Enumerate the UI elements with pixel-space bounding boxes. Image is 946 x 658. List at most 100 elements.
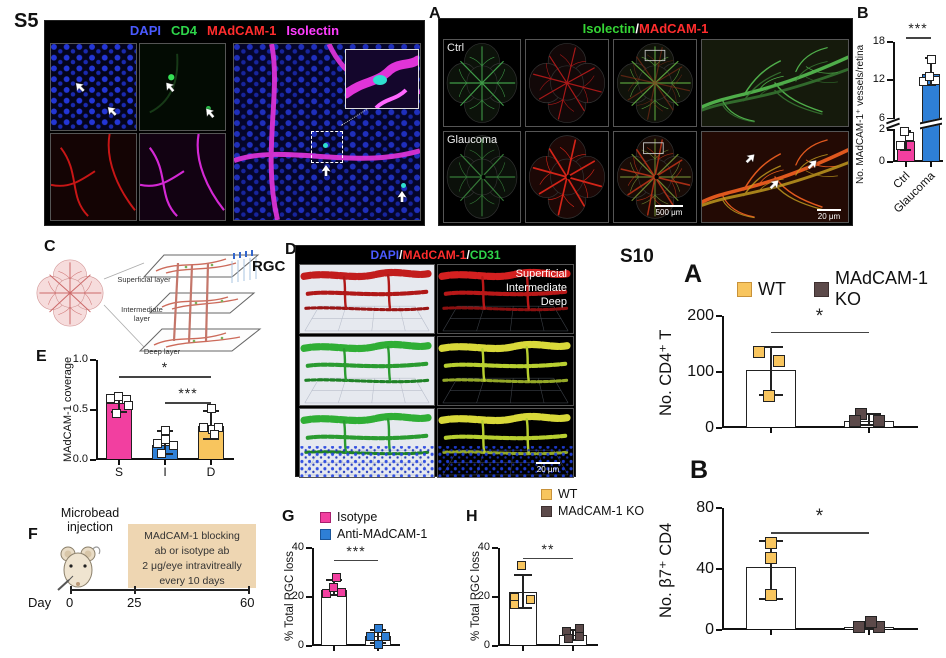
legend-item: MAdCAM-1 KO [541,504,644,518]
axline [118,460,120,465]
err [513,573,533,576]
s10a-y-axis-label: No. CD4⁺ T [657,329,675,417]
channel-name: MAdCAM-1 [207,23,277,38]
siglab: * [815,305,825,327]
pt [563,634,573,644]
f-box-line-1: MAdCAM-1 blocking [144,530,240,542]
ytick: 40 [696,560,714,577]
sigline [334,559,378,562]
ytick: 2 [878,122,885,135]
s10-a-chart: 0 100 200 * [687,306,918,436]
err [857,423,881,426]
pt [160,425,170,435]
axline [498,548,500,646]
axline [492,547,498,549]
f-box-line-2: ab or isotype ab [154,544,230,557]
brk [886,117,900,130]
a-ctrl-merged-image [613,39,697,127]
axline [893,160,943,162]
ytick: 0.0 [72,453,88,465]
a-glaucoma-isolectin-image [443,131,521,223]
s5-channel-header: DAPI CD4 MAdCAM-1 Isolectin [45,23,424,38]
legend-swatch-icon [813,281,829,297]
siglab: *** [178,385,198,401]
panel-g-label: G [282,508,295,525]
a-ctrl-madcam1-image [525,39,609,127]
pt [380,631,390,641]
f-day-label: Day [28,595,52,610]
c-rgc-label: RGC [252,258,286,275]
bar [321,589,347,645]
axline [210,460,212,465]
axline [722,628,918,630]
legend-item: WT [737,268,786,310]
panel-g-chart: 0 20 40 *** [292,541,400,651]
f-box-line-3: 2 μg/eye intravitreally [142,559,242,572]
siglab: * [161,359,169,375]
d-depth-labels: Superficial Intermediate Deep [506,268,567,309]
pt [160,434,170,444]
panel-e-chart: 0.0 0.5 1.0 S I D * *** [73,353,234,479]
ytick: 0 [297,639,304,651]
axline [306,596,312,598]
legend-item: Anti-MAdCAM-1 [320,527,427,541]
s10-a-label: A [684,260,703,288]
siglab: * [815,506,825,528]
zoom-region-box [311,131,343,163]
pt [321,588,331,598]
h-legend: WT MAdCAM-1 KO [541,487,644,518]
f-day-60: 60 [240,595,255,610]
axline [716,371,722,373]
pt [753,346,765,359]
panel-h-chart: 0 20 40 ** [478,541,598,651]
axline [904,162,907,167]
legend-item: MAdCAM-1 KO [813,268,946,310]
err [377,628,379,644]
ytick: 200 [687,307,714,324]
legend-swatch-icon [320,528,331,540]
legend-swatch-icon [541,505,552,517]
pt [365,631,375,641]
ytick: 80 [696,499,714,516]
pt [927,54,936,64]
cd4-cell-dot [401,183,406,188]
axline [868,630,870,635]
s5-merged-image [233,43,421,221]
panel-c-diagram [36,250,262,352]
d-depth-deep: Deep [540,295,567,308]
channel-name: / [399,248,403,262]
err [325,593,343,596]
pt [336,587,346,597]
a-ctrl-zoom-image [701,39,849,127]
f-box-line-4: every 10 days [159,574,225,587]
pt [111,408,121,418]
axline [770,428,772,433]
err [770,540,772,600]
f-timeline-tick [134,586,136,594]
ytick: 6 [878,111,885,124]
d-madcam1-black-image [437,264,574,334]
axline [492,645,498,647]
d-dapi-black-image [437,408,574,478]
axline [887,161,893,163]
err [513,607,533,610]
err [563,639,583,642]
pt [925,72,934,82]
a-glaucoma-zoom-image [701,131,849,223]
mouse-icon [57,546,101,591]
s10-b-chart: 0 40 80 * [696,499,918,638]
legend-label: Isotype [337,510,378,524]
axline [929,162,932,167]
arrow-icon [397,191,407,202]
panel-s10-label: S10 [620,246,654,267]
xtick: S [114,465,123,479]
siglab: *** [346,542,366,559]
legend-swatch-icon [737,281,752,297]
pt [516,560,526,570]
d-depth-superficial: Superficial [515,268,567,280]
axline [893,42,895,162]
err [924,83,937,86]
ytick: 0 [705,621,714,638]
axline [498,644,598,646]
